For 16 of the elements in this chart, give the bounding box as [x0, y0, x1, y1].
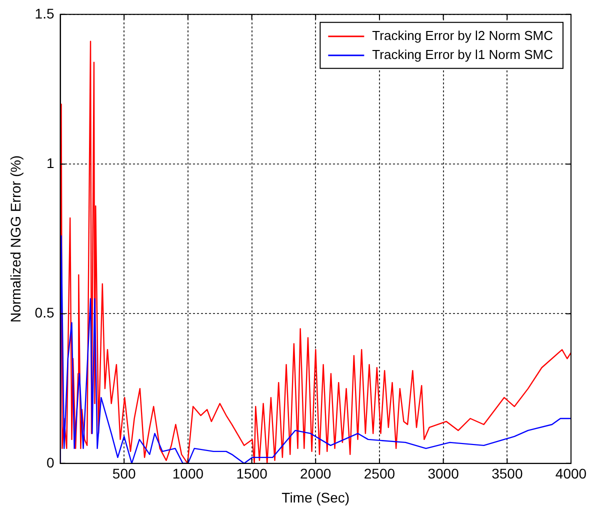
legend-label: Tracking Error by l2 Norm SMC — [372, 28, 553, 43]
y-axis-title: Normalized NGG Error (%) — [7, 155, 24, 323]
y-tick-label: 0.5 — [34, 304, 54, 321]
x-tick-label: 4000 — [555, 466, 587, 482]
x-tick-label: 500 — [112, 466, 136, 482]
x-tick-label: 1500 — [236, 466, 268, 482]
x-tick-label: 3000 — [428, 466, 460, 482]
y-tick-label: 0 — [46, 454, 54, 470]
x-tick-label: 2000 — [300, 466, 332, 482]
legend-label: Tracking Error by l1 Norm SMC — [372, 46, 553, 62]
x-tick-label: 1000 — [172, 466, 204, 482]
x-tick-label: 3500 — [492, 466, 523, 482]
x-tick-label: 2500 — [364, 466, 396, 482]
y-tick-label: 1 — [46, 154, 54, 171]
x-axis-title: Time (Sec) — [282, 489, 350, 506]
y-tick-label: 1.5 — [34, 5, 54, 22]
